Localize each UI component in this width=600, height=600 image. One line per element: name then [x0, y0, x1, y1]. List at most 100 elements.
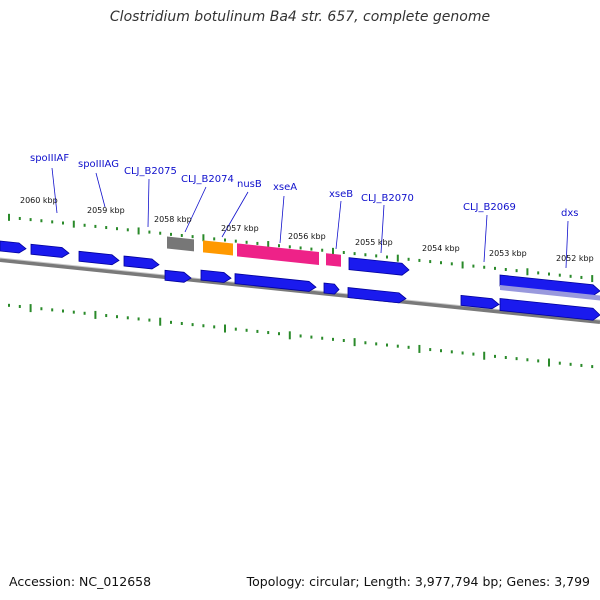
tick-mark — [418, 258, 421, 262]
tick-mark — [494, 266, 496, 270]
tick-mark — [148, 318, 151, 322]
tick-mark — [548, 272, 550, 276]
tick-mark — [418, 344, 421, 353]
cds-arrow — [460, 294, 500, 310]
cds-arrow — [348, 257, 410, 276]
label-leader-line — [380, 204, 385, 254]
cds-arrow-body — [347, 287, 407, 304]
tick-mark — [537, 271, 540, 275]
tick-mark — [224, 324, 226, 333]
gene-label: CLJ_B2074 — [181, 174, 234, 185]
cds-arrow — [30, 243, 70, 258]
tick-mark — [537, 359, 540, 363]
cds-arrow-body — [460, 294, 500, 310]
kbp-tick-label: 2054 kbp — [422, 244, 460, 253]
cds-arrow-body — [30, 243, 70, 258]
gene-label: xseA — [273, 182, 297, 193]
cds-arrow — [78, 250, 120, 266]
tick-mark — [342, 250, 345, 254]
cds-arrow-body — [200, 269, 232, 283]
cds-arrow-body — [164, 269, 192, 283]
tick-mark — [202, 324, 205, 328]
tick-mark — [461, 261, 464, 269]
tick-mark — [450, 350, 453, 354]
tick-mark — [62, 221, 64, 225]
tick-mark — [137, 317, 140, 321]
tick-mark — [116, 227, 118, 231]
tick-mark — [278, 332, 280, 336]
tick-mark — [256, 329, 259, 333]
tick-mark — [364, 253, 367, 257]
tick-mark — [51, 220, 54, 224]
tick-mark — [591, 275, 594, 283]
label-leader-line — [565, 220, 569, 269]
tick-mark — [62, 309, 64, 313]
cds-arrow — [347, 287, 407, 304]
tick-mark — [310, 335, 313, 339]
tick-mark — [558, 273, 561, 277]
tick-mark — [440, 349, 442, 353]
tick-mark — [8, 213, 10, 221]
tick-mark — [472, 352, 475, 356]
tick-mark — [234, 239, 237, 243]
tick-mark — [580, 275, 583, 279]
gene-band-pink — [237, 243, 319, 265]
tick-mark — [213, 237, 216, 241]
tick-mark — [504, 268, 507, 272]
tick-mark — [137, 227, 140, 235]
tick-mark — [558, 361, 561, 365]
kbp-tick-label: 2059 kbp — [87, 206, 125, 215]
tick-mark — [191, 235, 194, 239]
tick-mark — [180, 321, 183, 325]
gene-label: dxs — [561, 208, 578, 219]
tick-mark — [170, 320, 172, 324]
gene-label: nusB — [237, 179, 262, 190]
kbp-tick-label: 2052 kbp — [556, 254, 594, 263]
gene-label: CLJ_B2069 — [463, 202, 516, 213]
tick-mark — [386, 255, 388, 259]
tick-mark — [159, 317, 162, 326]
kbp-tick-label: 2055 kbp — [355, 238, 393, 247]
tick-mark — [407, 345, 410, 349]
tick-mark — [472, 264, 475, 268]
tick-mark — [526, 358, 529, 362]
tick-mark — [202, 234, 205, 242]
tick-mark — [321, 336, 324, 340]
gene-band-pink — [326, 253, 341, 267]
tick-mark — [580, 363, 583, 367]
tick-mark — [105, 314, 108, 318]
tick-mark — [83, 223, 86, 227]
tick-mark — [29, 304, 32, 313]
cds-arrow-body — [78, 250, 120, 266]
label-leader-line — [184, 186, 207, 233]
label-leader-line — [483, 214, 488, 263]
tick-mark — [224, 238, 226, 242]
tick-mark — [353, 252, 356, 256]
tick-mark — [256, 241, 259, 245]
tick-mark — [234, 327, 237, 331]
kbp-tick-label: 2058 kbp — [154, 215, 192, 224]
tick-mark — [40, 219, 43, 223]
tick-mark — [18, 304, 21, 308]
tick-mark — [504, 356, 507, 360]
tick-mark — [159, 231, 162, 235]
label-leader-line — [147, 178, 150, 228]
label-leader-line — [335, 200, 342, 250]
tick-mark — [288, 331, 291, 340]
tick-ring-inner — [8, 303, 594, 369]
tick-mark — [364, 341, 367, 345]
tick-ring-outer — [8, 213, 594, 283]
tick-mark — [396, 254, 399, 262]
cds-arrow-body — [499, 298, 600, 321]
label-leader-line — [279, 195, 285, 244]
cds-arrow-body — [234, 273, 317, 292]
cds-arrow — [164, 269, 192, 283]
tick-mark — [105, 226, 108, 230]
cds-arrow — [499, 274, 600, 297]
tick-mark — [332, 337, 334, 341]
tick-mark — [116, 315, 118, 319]
cds-arrow-body — [499, 274, 600, 297]
cds-arrow — [323, 282, 340, 295]
tick-mark — [407, 257, 410, 261]
